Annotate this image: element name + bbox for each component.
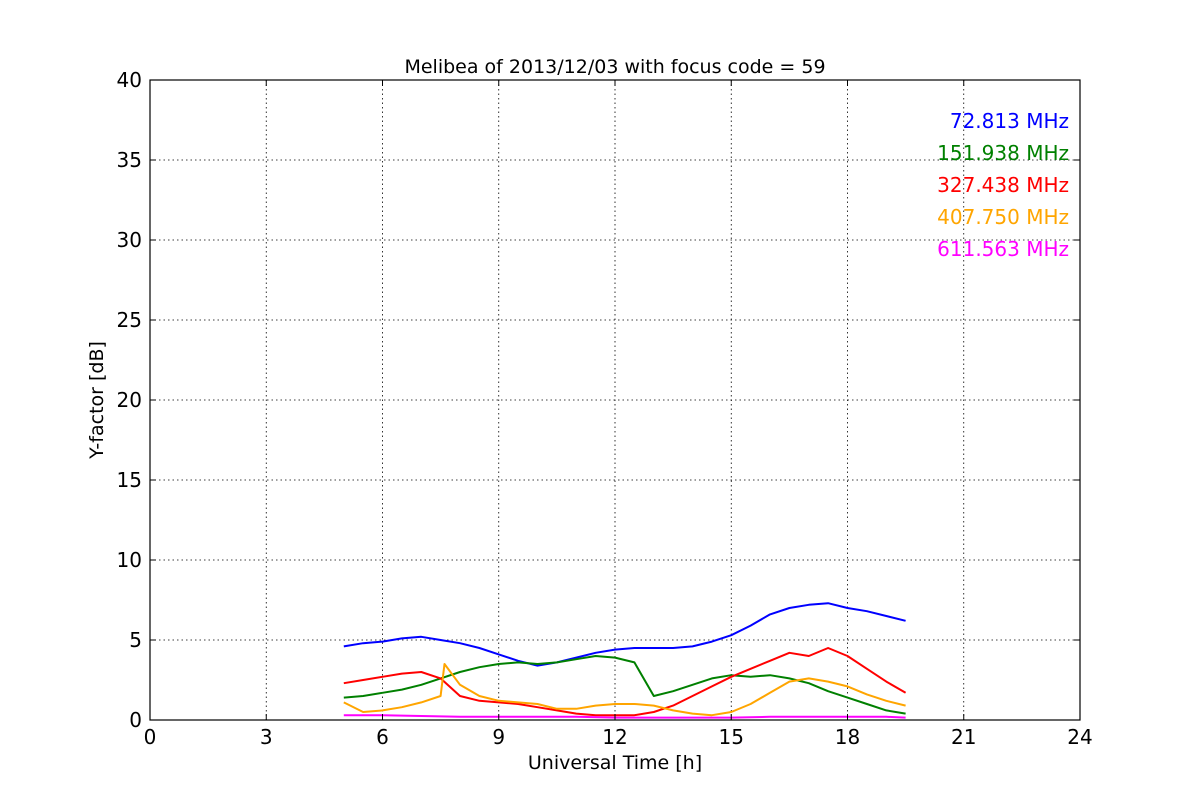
x-tick-label: 18 <box>835 725 860 749</box>
y-tick-label: 25 <box>117 308 142 332</box>
legend-entry-3: 407.750 MHz <box>937 205 1069 229</box>
series-line-3 <box>343 663 906 717</box>
grid <box>150 80 1080 720</box>
x-tick-label: 24 <box>1067 725 1092 749</box>
legend-entry-0: 72.813 MHz <box>950 109 1069 133</box>
y-tick-label: 20 <box>117 388 142 412</box>
series-line-0 <box>343 602 906 667</box>
x-tick-label: 15 <box>719 725 744 749</box>
y-tick-label: 0 <box>129 708 142 732</box>
series-line-1 <box>343 655 906 715</box>
y-tick-label: 5 <box>129 628 142 652</box>
x-tick-label: 3 <box>260 725 273 749</box>
x-tick-label: 12 <box>602 725 627 749</box>
series-layer <box>343 602 907 719</box>
y-axis-label: Y-factor [dB] <box>86 341 108 460</box>
legend-entry-4: 611.563 MHz <box>937 237 1069 261</box>
legend-entry-2: 327.438 MHz <box>937 173 1069 197</box>
ticks: 0 3 6 9 12 15 18 21 24 0 5 10 15 20 25 30 35 40 <box>117 68 1093 749</box>
legend: 72.813 MHz 151.938 MHz 327.438 MHz 407.750 … <box>937 109 1069 261</box>
legend-entry-1: 151.938 MHz <box>937 141 1069 165</box>
x-tick-label: 6 <box>376 725 389 749</box>
x-tick-label: 9 <box>492 725 505 749</box>
y-tick-label: 35 <box>117 148 142 172</box>
x-tick-label: 0 <box>144 725 157 749</box>
series-line-2 <box>343 647 907 717</box>
y-tick-label: 30 <box>117 228 142 252</box>
series-line-4 <box>343 714 906 719</box>
chart-title: Melibea of 2013/12/03 with focus code = … <box>404 56 825 78</box>
y-tick-label: 15 <box>117 468 142 492</box>
y-tick-label: 40 <box>117 68 142 92</box>
y-tick-label: 10 <box>117 548 142 572</box>
x-tick-label: 21 <box>951 725 976 749</box>
x-axis-label: Universal Time [h] <box>528 752 702 774</box>
